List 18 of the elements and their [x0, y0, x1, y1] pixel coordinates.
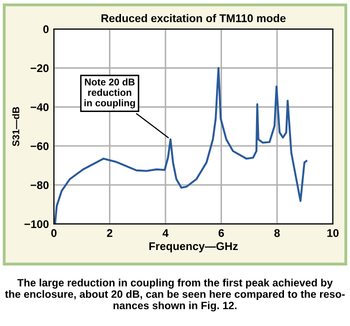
- y-tick-label: −40: [30, 103, 49, 112]
- x-axis-title: Frequency—GHz: [149, 242, 238, 252]
- x-tick-label: 10: [327, 229, 339, 237]
- y-tick-label: −100: [24, 220, 49, 228]
- text: The large reduction in coupling from the first peak achieved by the enclosure, about 20 dB, can be seen here compared to the reso- nances shown in Fig. 12.: [5, 278, 345, 312]
- x-tick-label: 8: [274, 229, 280, 237]
- x-tick-label: 6: [218, 229, 224, 237]
- y-tick-label: −20: [30, 64, 49, 72]
- y-tick-label: −60: [30, 142, 49, 150]
- line-series: [54, 67, 308, 224]
- annotation: Note 20 dB reduction in coupling: [84, 78, 135, 108]
- x-tick-label: 4: [162, 229, 169, 237]
- x-tick-label: 0: [51, 229, 57, 237]
- x-tick-label: 2: [106, 229, 112, 237]
- y-axis-title: S31—dB: [12, 106, 20, 146]
- chart-title: Reduced excitation of TM110 mode: [102, 14, 286, 22]
- y-tick-label: 0: [43, 25, 49, 34]
- y-tick-label: −80: [30, 181, 49, 190]
